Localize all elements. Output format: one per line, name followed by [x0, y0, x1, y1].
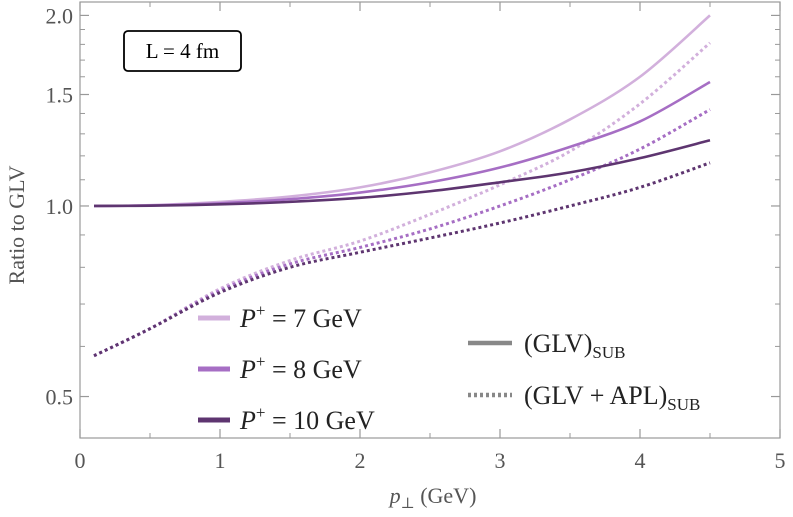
legend-label-solid: (GLV)SUB — [524, 329, 625, 362]
x-tick-label-2: 2 — [355, 448, 366, 473]
legend-8-prefix: P — [239, 355, 256, 384]
legend-solid-main: (GLV) — [524, 329, 592, 358]
x-axis-symbol: p — [388, 483, 401, 508]
legend-label-10: P+ = 10 GeV — [239, 403, 375, 435]
legend-7-sup: + — [256, 301, 266, 320]
legend-style: (GLV)SUB (GLV + APL)SUB — [468, 329, 700, 414]
x-axis-subscript: ⊥ — [401, 496, 415, 512]
series-8gev-dotted — [93, 108, 711, 358]
x-tick-label-5: 5 — [775, 448, 786, 473]
x-tick-label-3: 3 — [495, 448, 506, 473]
y-tick-label-2: 1.5 — [46, 83, 74, 108]
series-7gev-dotted — [93, 41, 711, 358]
y-tick-label-0: 0.5 — [46, 385, 74, 410]
x-axis-unit: (GeV) — [420, 483, 476, 508]
legend-solid-sub: SUB — [592, 343, 625, 362]
y-tick-label-3: 2.0 — [46, 3, 74, 28]
legend-8-sup: + — [256, 352, 266, 371]
legend-10-sup: + — [256, 403, 266, 422]
legend-10-prefix: P — [239, 406, 256, 435]
legend-8-rest: = 8 GeV — [265, 355, 361, 384]
x-tick-label-1: 1 — [215, 448, 226, 473]
series-10gev-solid — [93, 139, 711, 208]
annotation-text: L = 4 fm — [146, 39, 219, 63]
legend-7-prefix: P — [239, 304, 256, 333]
series-10gev-dotted — [93, 161, 711, 358]
x-axis-label: p⊥ (GeV) — [388, 483, 477, 512]
x-tick-label-0: 0 — [75, 448, 86, 473]
legend-momentum: P+ = 7 GeV P+ = 8 GeV P+ = 10 GeV — [198, 301, 375, 435]
legend-label-8: P+ = 8 GeV — [239, 352, 362, 384]
y-tick-label-1: 1.0 — [46, 194, 74, 219]
annotation-frame — [123, 30, 242, 72]
legend-10-rest: = 10 GeV — [265, 406, 374, 435]
legend-label-dotted: (GLV + APL)SUB — [524, 381, 700, 414]
legend-label-7: P+ = 7 GeV — [239, 301, 362, 333]
legend-dotted-sub: SUB — [667, 395, 700, 414]
legend-7-rest: = 7 GeV — [265, 304, 361, 333]
annotation-box: L = 4 fm — [123, 30, 242, 72]
series-8gev-solid — [93, 80, 711, 208]
series-layer — [93, 14, 711, 358]
ticks: 0 1 2 3 4 5 0.5 1.0 1.5 2.0 — [46, 2, 786, 473]
legend-dotted-main: (GLV + APL) — [524, 381, 667, 410]
y-axis-label: Ratio to GLV — [4, 165, 29, 284]
x-tick-label-4: 4 — [635, 448, 646, 473]
